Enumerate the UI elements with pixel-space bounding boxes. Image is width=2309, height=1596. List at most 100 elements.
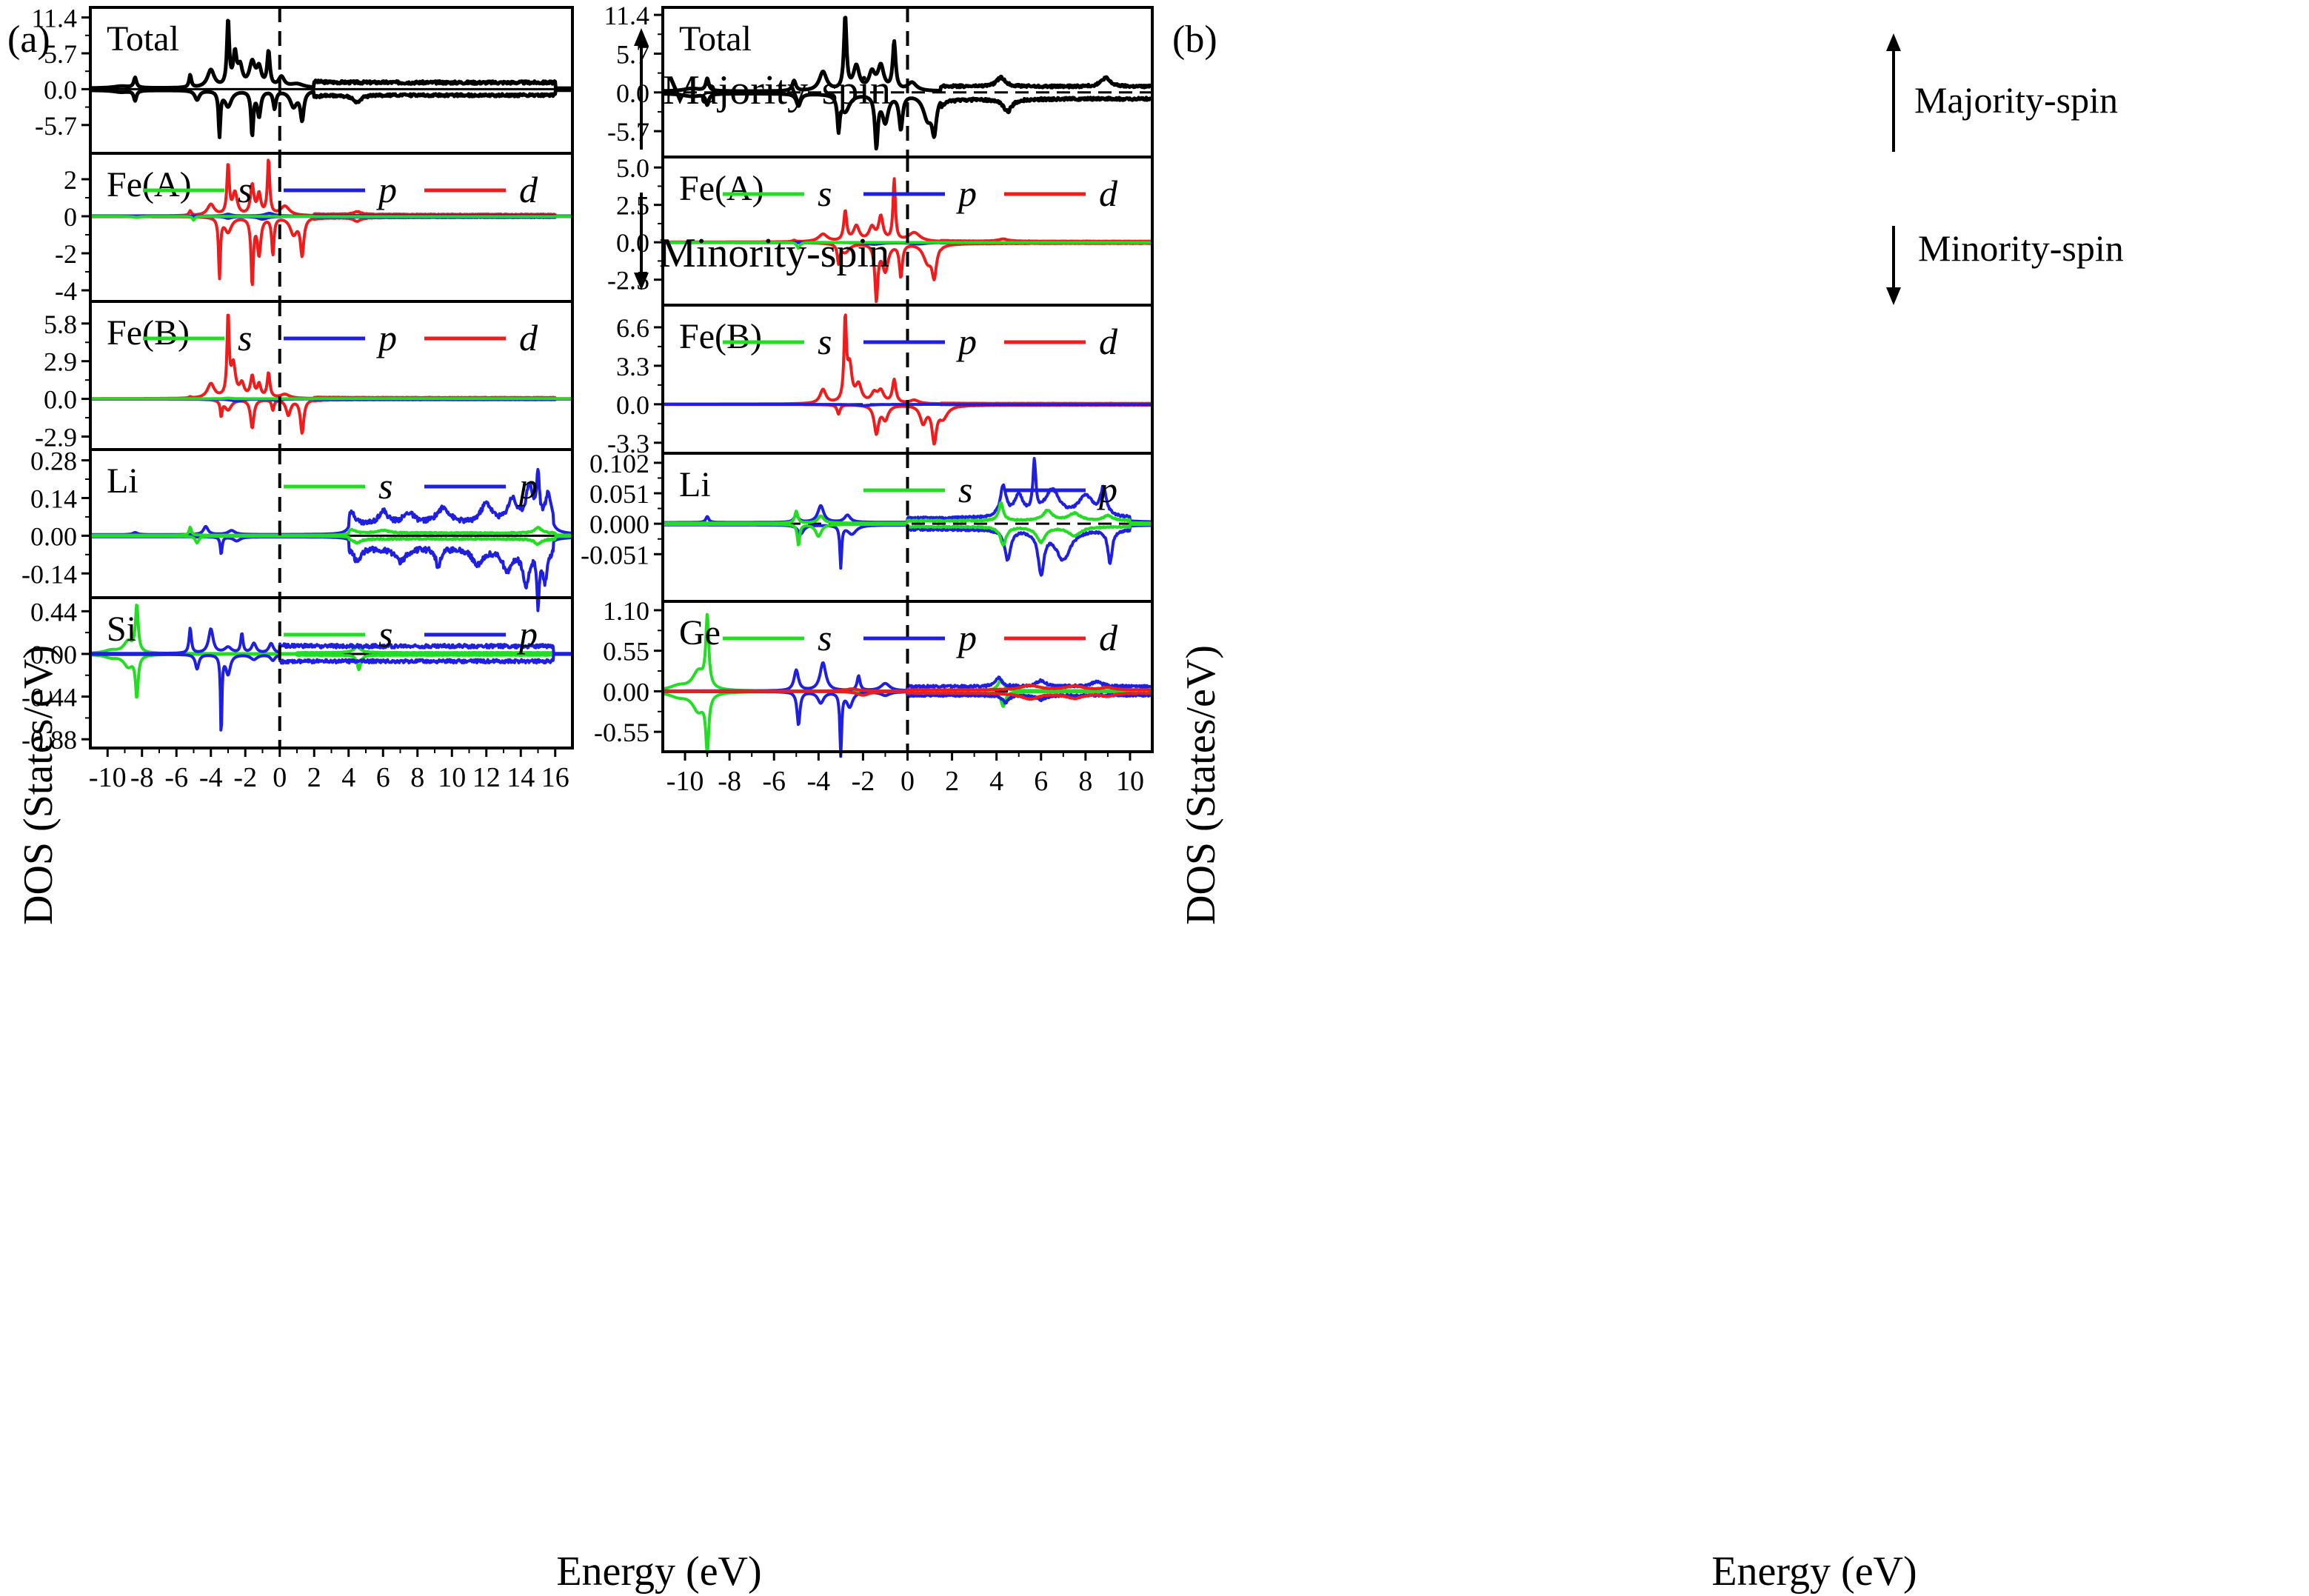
- y-tick-label: -2: [55, 239, 77, 269]
- y-tick-label: 0.55: [603, 637, 649, 667]
- majority-arrowhead-b: [1886, 33, 1901, 51]
- x-tick-label: 4: [989, 766, 1003, 797]
- y-tick-label: 0.0: [44, 75, 77, 104]
- subplot-label: Total: [107, 19, 179, 59]
- x-tick-label: -4: [199, 762, 223, 793]
- dos-line-d-down: [90, 215, 572, 287]
- dos-line-total-up: [90, 19, 573, 90]
- y-tick-label: -3.3: [607, 429, 649, 458]
- legend-label-s: s: [818, 617, 832, 658]
- subplot-b-ge: 1.10 0.55 0.00 -0.55 Ge s p d: [594, 596, 1154, 758]
- x-tick-label: 10: [1116, 766, 1144, 797]
- y-tick-label: -0.14: [21, 559, 77, 589]
- x-axis-label-a: Energy (eV): [556, 1549, 761, 1595]
- y-tick-label: 2: [64, 165, 77, 195]
- subplot-a-si: 0.44 0.00 -0.44 -0.88 Si s p: [21, 596, 574, 755]
- minority-arrowhead-b: [1886, 287, 1901, 305]
- y-tick-label: -2.9: [35, 422, 77, 452]
- panel-a-tag: (a): [7, 19, 50, 61]
- y-tick-label: 0.44: [30, 597, 77, 627]
- x-tick-label: 10: [438, 762, 466, 793]
- legend-label-p: p: [517, 465, 538, 507]
- x-tick-label: 0: [900, 766, 915, 797]
- dos-line-total-down: [90, 88, 573, 139]
- dos-line-p-down: [90, 652, 572, 732]
- majority-label-b: Majority-spin: [1914, 79, 2118, 121]
- legend-label-s: s: [378, 613, 392, 655]
- dos-line-p-up: [90, 467, 572, 536]
- y-axis-label-a: DOS (States/eV): [16, 645, 61, 925]
- subplot-a-feb: 5.8 2.9 0.0 -2.9 Fe(B) s p d: [35, 300, 574, 452]
- legend-label-d: d: [1099, 321, 1118, 362]
- y-tick-label: 5.8: [44, 310, 77, 339]
- subplot-a-li: 0.28 0.14 0.00 -0.14 Li s p: [21, 447, 574, 612]
- y-tick-label: 11.4: [31, 4, 77, 33]
- y-tick-label: 1.10: [603, 596, 649, 626]
- x-tick-label: 2: [945, 766, 959, 797]
- subplot-label: Li: [107, 461, 138, 501]
- legend-label-p: p: [376, 317, 397, 358]
- subplot-frame: [89, 448, 574, 599]
- dos-line-p-up: [90, 627, 572, 655]
- legend-label-d: d: [1099, 173, 1118, 214]
- x-axis-label-b: Energy (eV): [1711, 1549, 1917, 1595]
- subplot-label: Fe(A): [679, 169, 764, 208]
- y-axis-label-b: DOS (States/eV): [1178, 645, 1224, 925]
- y-tick-label: -5.7: [607, 117, 649, 147]
- y-tick-label: -0.88: [21, 725, 77, 755]
- y-tick-label: 0.051: [589, 479, 649, 509]
- subplot-b-fea: 5.02.50.0-2.5Fe(A) s p d: [607, 153, 1154, 307]
- dos-line-p-down: [90, 535, 572, 612]
- y-tick-label: 0.0: [616, 390, 649, 420]
- x-tick-label: -8: [130, 762, 154, 793]
- y-tick-label: 0: [64, 202, 77, 232]
- y-tick-label: 11.4: [604, 1, 649, 30]
- x-tick-label: -10: [666, 766, 704, 797]
- subplot-label: Fe(B): [107, 313, 190, 353]
- dos-line-d-down: [90, 397, 572, 435]
- y-tick-label: 3.3: [616, 352, 649, 381]
- legend-label-p: p: [956, 321, 977, 362]
- y-tick-label: 0.00: [603, 677, 649, 707]
- dos-line-s-up: [90, 396, 572, 401]
- minority-label-a: Minority-spin: [659, 230, 889, 276]
- panel-b-tag: (b): [1172, 19, 1217, 61]
- y-tick-label: 2.5: [616, 191, 649, 221]
- y-tick-label: 5.0: [616, 153, 649, 183]
- subplot-label: Ge: [679, 613, 721, 652]
- legend-label-s: s: [958, 469, 972, 510]
- x-tick-label: 8: [1078, 766, 1092, 797]
- x-tick-label: 6: [1034, 766, 1048, 797]
- dos-line-s-up: [90, 525, 572, 537]
- subplot-a-fea: 2 0 -2 -4 Fe(A) s p d: [55, 152, 574, 306]
- subplot-b-feb: 6.6 3.3 0.0 -3.3 Fe(B) s p d: [607, 304, 1154, 458]
- x-tick-label: -2: [852, 766, 875, 797]
- y-tick-label: 0.0: [616, 79, 649, 108]
- y-tick-label: -5.7: [35, 111, 77, 141]
- subplot-label: Total: [679, 19, 752, 59]
- dos-line-total-down: [662, 92, 1153, 151]
- legend-label-s: s: [818, 173, 832, 214]
- y-tick-label: 6.6: [616, 313, 649, 343]
- x-tick-label: 2: [307, 762, 321, 793]
- x-tick-label: 12: [472, 762, 501, 793]
- minority-arrowhead-a: [634, 273, 649, 290]
- y-tick-label: 0.14: [30, 484, 77, 513]
- y-tick-label: -0.44: [21, 683, 77, 712]
- legend-label-s: s: [378, 465, 392, 507]
- dos-line-s-down: [90, 215, 572, 222]
- legend-label-s: s: [238, 317, 252, 358]
- subplot-label: Li: [679, 465, 711, 504]
- legend-label-p: p: [517, 613, 538, 655]
- y-tick-label: 0.000: [589, 510, 649, 539]
- x-tick-label: -8: [718, 766, 741, 797]
- dos-line-d-down: [663, 690, 1152, 701]
- legend-label-d: d: [519, 169, 538, 210]
- y-tick-label: 0.0: [616, 228, 649, 258]
- legend-label-d: d: [1099, 617, 1118, 658]
- x-tick-label: 8: [410, 762, 424, 793]
- x-tick-label: -2: [233, 762, 257, 793]
